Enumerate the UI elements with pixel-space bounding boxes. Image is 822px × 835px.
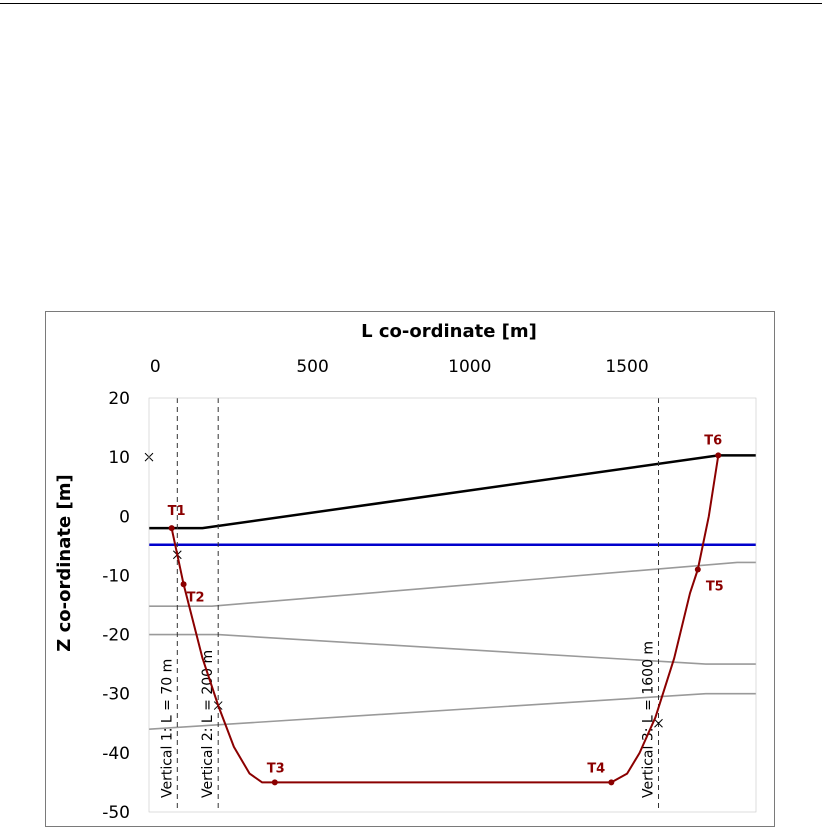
plot-area: 0 500 1000 1500 20 10 0 -10 -20 -30 -40 -50 Vertical… xyxy=(102,357,757,823)
trajectory-point-label: T2 xyxy=(187,590,205,605)
y-tick-label: -10 xyxy=(102,566,130,586)
x-tick-label: 1500 xyxy=(605,357,648,377)
vertical-marker-label: Vertical 3: L = 1600 m xyxy=(641,641,657,798)
vertical-marker-label: Vertical 1: L = 70 m xyxy=(159,659,175,798)
chart: L co-ordinate [m] Z co-ordinate [m] 0 500… xyxy=(54,321,757,823)
vertical-marker-cross xyxy=(654,718,663,728)
trajectory-point-label: T3 xyxy=(267,761,285,776)
x-tick-label: 500 xyxy=(296,357,328,377)
trajectory-point-label: T4 xyxy=(587,761,605,776)
trajectory-line xyxy=(170,455,720,784)
y-tick-label: -20 xyxy=(102,626,130,646)
x-axis-title: L co-ordinate [m] xyxy=(361,321,537,342)
chart-frame: L co-ordinate [m] Z co-ordinate [m] 0 500… xyxy=(45,311,775,827)
x-tick-label: 0 xyxy=(150,357,161,377)
x-tick-label: 1000 xyxy=(448,357,491,377)
soil-layer-line xyxy=(148,692,756,730)
trajectory-point xyxy=(694,566,701,573)
plot-border xyxy=(148,397,757,813)
soil-layer-line xyxy=(149,633,756,665)
trajectory-point xyxy=(168,525,175,532)
vertical-marker-label: Vertical 2: L = 200 m xyxy=(200,650,216,798)
trajectory-point xyxy=(180,581,187,588)
top-rule xyxy=(0,3,822,4)
trajectory-point-label: T6 xyxy=(704,433,722,448)
y-tick-label: -50 xyxy=(102,803,130,823)
trajectory-point-label: T5 xyxy=(706,580,724,595)
trajectory-point xyxy=(608,779,615,786)
y-tick-label: 20 xyxy=(108,389,130,409)
soil-layer-line xyxy=(149,561,756,608)
y-tick-label: -30 xyxy=(102,685,130,705)
y-tick-label: 0 xyxy=(119,507,130,527)
y-tick-label: -40 xyxy=(102,744,130,764)
trajectory-point xyxy=(715,452,722,459)
trajectory-point xyxy=(271,779,278,786)
trajectory-point-label: T1 xyxy=(168,504,186,519)
ground-surface-line xyxy=(149,454,756,530)
y-axis-title: Z co-ordinate [m] xyxy=(54,474,75,651)
y-tick-label: 10 xyxy=(108,448,130,468)
